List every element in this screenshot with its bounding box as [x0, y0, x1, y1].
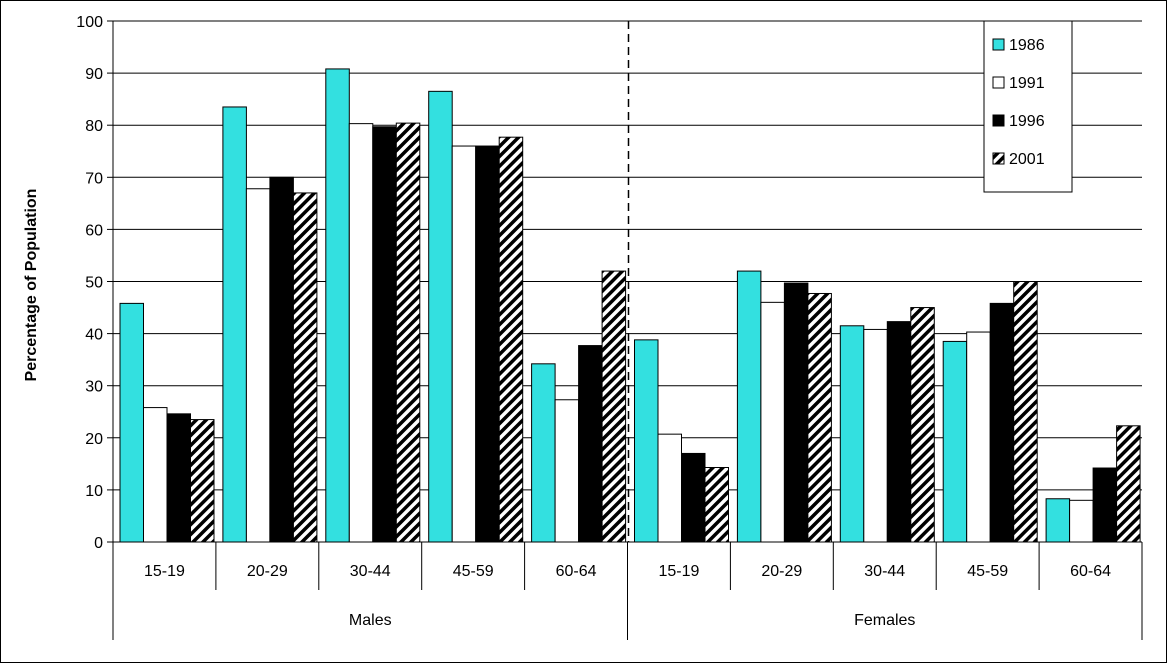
- bar-1986-45-59: [428, 90, 453, 543]
- legend-label-1991: 1991: [1009, 75, 1045, 92]
- bar-2001-20-29: [807, 292, 832, 543]
- bar-2001-45-59: [1013, 281, 1038, 543]
- bar-1996-60-64: [578, 345, 603, 543]
- bar-2001-20-29: [292, 192, 318, 543]
- bar-1986-15-19: [119, 302, 144, 543]
- bar-1986-45-59: [942, 340, 968, 543]
- x-tick-label: 30-44: [350, 563, 391, 580]
- bar-2001-45-59: [498, 136, 524, 543]
- legend-label-1996: 1996: [1009, 113, 1045, 130]
- x-tick-label: 15-19: [658, 563, 699, 580]
- bar-2001-60-64: [1116, 425, 1141, 543]
- bar-2001-30-44: [910, 307, 935, 543]
- legend-swatch-1986: [992, 38, 1005, 51]
- bar-1996-45-59: [989, 302, 1015, 543]
- bar-1991-45-59: [451, 145, 477, 543]
- bar-1991-20-29: [245, 188, 271, 543]
- x-tick-label: 45-59: [967, 563, 1008, 580]
- x-tick-label: 20-29: [247, 563, 288, 580]
- bar-1991-15-19: [657, 433, 682, 543]
- bar-1996-20-29: [783, 282, 809, 543]
- bar-1986-60-64: [531, 363, 556, 543]
- x-tick-label: 60-64: [556, 563, 597, 580]
- x-tick-label: 30-44: [864, 563, 905, 580]
- bar-1996-60-64: [1092, 467, 1118, 543]
- group-label-males: Males: [349, 612, 392, 629]
- bar-1996-20-29: [269, 176, 294, 543]
- bar-1991-30-44: [348, 123, 374, 543]
- bars: [119, 68, 1141, 543]
- bar-1991-30-44: [863, 328, 888, 543]
- y-tick-label: 50: [85, 275, 103, 292]
- bar-1996-30-44: [372, 126, 397, 543]
- y-tick-label: 100: [76, 14, 103, 31]
- bar-1991-20-29: [760, 301, 785, 543]
- bar-1996-15-19: [681, 452, 706, 543]
- bar-1986-20-29: [222, 106, 247, 543]
- bar-1991-45-59: [966, 331, 991, 543]
- bar-1991-60-64: [554, 399, 580, 543]
- y-tick-label: 10: [85, 483, 103, 500]
- bar-1996-15-19: [166, 413, 191, 543]
- axis-labels: 0 10 20 30 40 50 60 70 80 90 100 15-19 20-29 30-44 45-…: [76, 14, 1111, 629]
- x-tick-label: 45-59: [453, 563, 494, 580]
- bar-2001-15-19: [704, 466, 729, 543]
- bar-1986-15-19: [634, 339, 659, 543]
- bar-1986-30-44: [839, 325, 865, 543]
- bar-2001-30-44: [395, 122, 421, 543]
- bar-2001-60-64: [601, 270, 627, 543]
- x-tick-label: 60-64: [1070, 563, 1111, 580]
- y-tick-label: 40: [85, 327, 103, 344]
- x-tick-label: 15-19: [144, 563, 185, 580]
- legend-swatch-1996: [992, 114, 1005, 127]
- y-tick-label: 30: [85, 379, 103, 396]
- group-label-females: Females: [854, 612, 915, 629]
- bar-1986-20-29: [736, 270, 762, 543]
- axes: [107, 20, 1143, 640]
- bar-1996-30-44: [886, 321, 912, 543]
- legend-label-2001: 2001: [1009, 151, 1045, 168]
- bar-1991-60-64: [1069, 499, 1094, 543]
- legend-swatch-1991: [992, 76, 1005, 89]
- y-tick-label: 60: [85, 222, 103, 239]
- x-tick-label: 20-29: [761, 563, 802, 580]
- y-tick-label: 20: [85, 431, 103, 448]
- y-tick-label: 90: [85, 66, 103, 83]
- bar-1996-45-59: [475, 145, 500, 543]
- legend-swatch-2001: [992, 152, 1005, 165]
- bar-1986-60-64: [1045, 498, 1071, 543]
- y-tick-label: 80: [85, 118, 103, 135]
- bar-2001-15-19: [190, 419, 215, 543]
- bar-1986-30-44: [325, 68, 350, 543]
- y-axis-label: Percentage of Population: [23, 189, 40, 382]
- y-tick-label: 70: [85, 170, 103, 187]
- legend: 1986 1991 1996 2001: [983, 20, 1073, 193]
- bar-1991-15-19: [143, 407, 168, 543]
- y-tick-label: 0: [94, 535, 103, 552]
- legend-label-1986: 1986: [1009, 37, 1045, 54]
